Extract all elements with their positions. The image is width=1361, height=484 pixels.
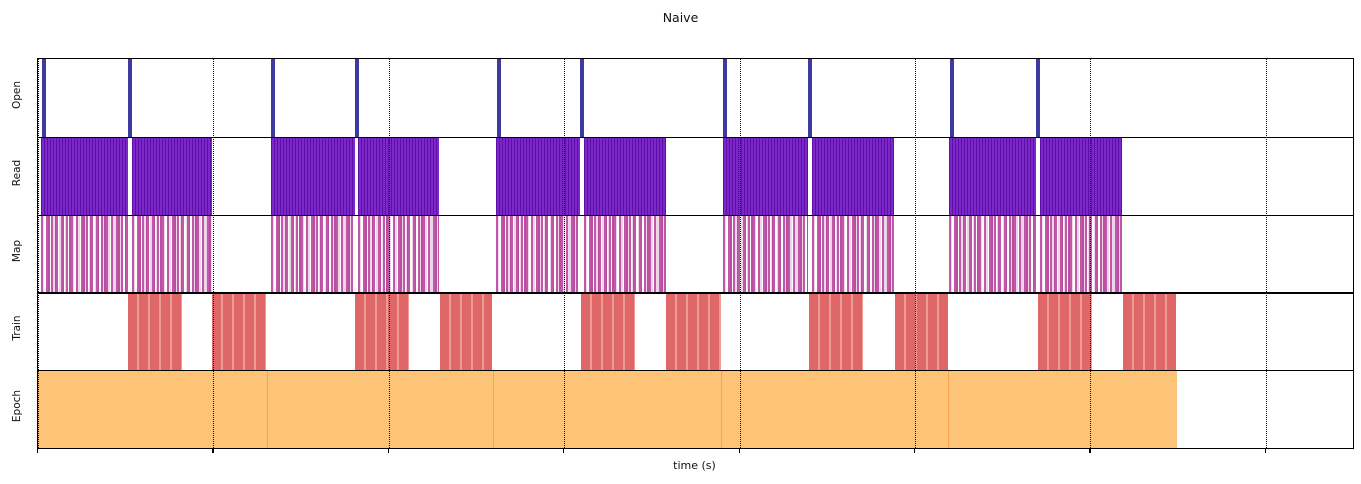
map-bar (949, 214, 1036, 293)
open-event-bar (127, 59, 132, 137)
y-axis-label-open: Open (11, 80, 23, 109)
epoch-bar (720, 370, 949, 448)
x-axis-label: time (s) (673, 459, 716, 472)
x-axis-tick (563, 448, 565, 453)
epoch-bar (266, 370, 494, 448)
y-axis-label-map: Map (11, 239, 23, 262)
open-event-bar (580, 59, 584, 137)
read-bar (358, 136, 439, 215)
row-separator (38, 214, 1353, 216)
train-bar (809, 292, 863, 371)
read-bar (41, 136, 128, 215)
read-bar (496, 136, 580, 215)
x-gridline (388, 59, 390, 448)
train-bar (128, 292, 182, 371)
read-bar (1040, 136, 1122, 215)
x-gridline (38, 59, 39, 448)
map-bar (131, 214, 212, 293)
x-axis-tick (738, 448, 740, 453)
x-gridline (1265, 59, 1267, 448)
train-bar (666, 292, 721, 371)
train-bar (895, 292, 948, 371)
map-bar (41, 214, 128, 293)
row-separator (38, 370, 1353, 372)
y-axis-label-epoch: Epoch (11, 390, 23, 423)
epoch-bar (38, 370, 267, 448)
open-event-bar (723, 59, 727, 137)
read-bar (723, 136, 808, 215)
open-event-bar (949, 59, 954, 137)
x-axis-tick (1089, 448, 1091, 453)
row-separator (38, 136, 1353, 138)
open-event-bar (354, 59, 359, 137)
map-bar (584, 214, 666, 293)
epoch-bar (948, 370, 1177, 448)
x-gridline (914, 59, 916, 448)
map-bar (496, 214, 580, 293)
read-bar (271, 136, 355, 215)
open-event-bar (496, 59, 501, 137)
map-bar (358, 214, 439, 293)
open-event-bar (42, 59, 46, 137)
epoch-bar (492, 370, 722, 448)
train-bar (1123, 292, 1176, 371)
train-bar (1038, 292, 1092, 371)
train-bar (581, 292, 635, 371)
train-bar (212, 292, 266, 371)
train-bar (354, 292, 409, 371)
plot-area (37, 58, 1354, 449)
row-separator (38, 292, 1353, 294)
map-bar (271, 214, 355, 293)
x-axis-tick (212, 448, 214, 453)
chart-title: Naive (662, 10, 699, 25)
read-bar (131, 136, 212, 215)
x-axis-tick (37, 448, 39, 453)
read-bar (811, 136, 894, 215)
read-bar (584, 136, 666, 215)
open-event-bar (1036, 59, 1040, 137)
open-event-bar (807, 59, 812, 137)
x-gridline (213, 59, 215, 448)
open-event-bar (271, 59, 275, 137)
map-bar (723, 214, 808, 293)
map-bar (811, 214, 894, 293)
x-gridline (739, 59, 741, 448)
x-gridline (1090, 59, 1092, 448)
x-axis-tick (1264, 448, 1266, 453)
train-bar (439, 292, 492, 371)
y-axis-label-read: Read (11, 159, 23, 186)
x-axis-tick (387, 448, 390, 453)
read-bar (949, 136, 1036, 215)
x-axis-tick (913, 448, 916, 453)
x-gridline (564, 59, 566, 448)
y-axis-label-train: Train (11, 315, 23, 341)
map-bar (1040, 214, 1122, 293)
